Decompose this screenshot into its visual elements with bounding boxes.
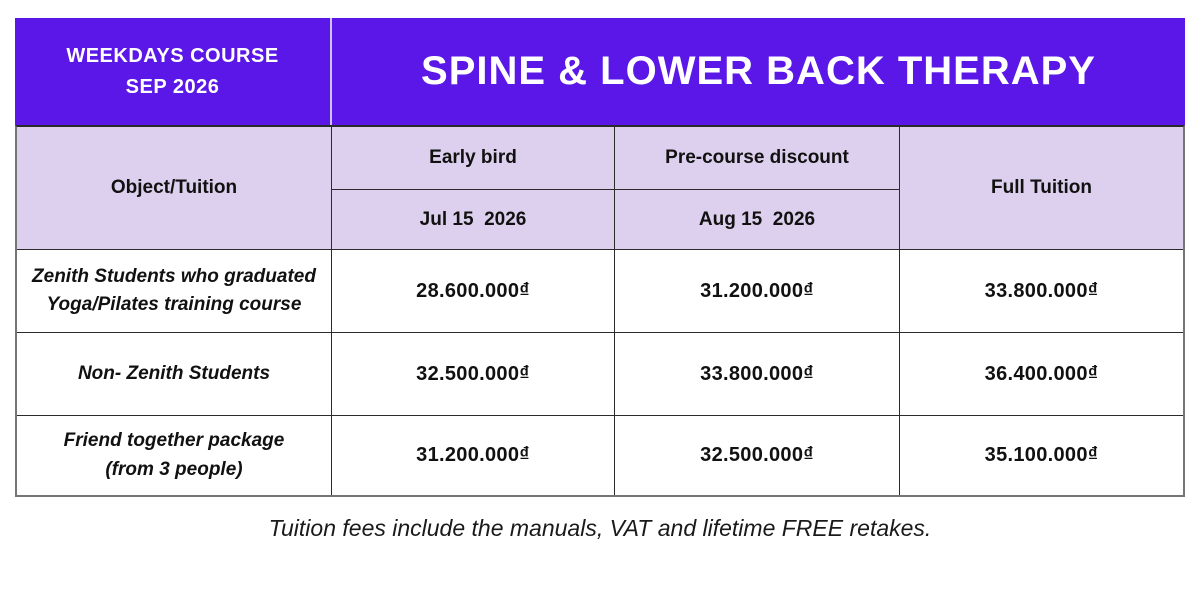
price-value: 32.500.000₫ — [700, 444, 814, 466]
course-label-line2: SEP 2026 — [125, 75, 220, 98]
row-label: Zenith Students who graduated Yoga/Pilat… — [32, 263, 316, 320]
row-label-line1: Zenith Students who graduated — [32, 265, 316, 287]
column-header-full-tuition: Full Tuition — [900, 127, 1183, 250]
friend-early-bird-price: 31.200.000₫ — [332, 416, 615, 495]
course-label: WEEKDAYS COURSE SEP 2026 — [15, 18, 332, 125]
non-zenith-full-tuition-price: 36.400.000₫ — [900, 333, 1183, 416]
row-label: Non- Zenith Students — [78, 360, 270, 389]
row-label: Friend together package (from 3 people) — [64, 427, 285, 484]
price-value: 31.200.000₫ — [700, 279, 814, 302]
zenith-pre-course-price: 31.200.000₫ — [615, 250, 900, 333]
price-value: 33.800.000₫ — [984, 279, 1099, 302]
early-bird-label: Early bird — [429, 147, 517, 168]
price-value: 36.400.000₫ — [984, 362, 1099, 385]
row-label-line2: (from 3 people) — [105, 458, 243, 480]
pricing-table: WEEKDAYS COURSE SEP 2026 SPINE & LOWER B… — [15, 18, 1185, 497]
price-value: 35.100.000₫ — [984, 444, 1099, 466]
zenith-full-tuition-price: 33.800.000₫ — [900, 250, 1183, 333]
column-header-pre-course-discount: Pre-course discount — [615, 127, 900, 190]
friend-full-tuition-price: 35.100.000₫ — [900, 416, 1183, 495]
page-title: SPINE & LOWER BACK THERAPY — [421, 49, 1096, 93]
banner-row: WEEKDAYS COURSE SEP 2026 SPINE & LOWER B… — [15, 18, 1185, 125]
course-label-line1: WEEKDAYS COURSE — [66, 44, 279, 67]
row-label-line2: Yoga/Pilates training course — [46, 294, 302, 315]
pre-course-discount-label: Pre-course discount — [665, 147, 849, 168]
non-zenith-pre-course-price: 33.800.000₫ — [615, 333, 900, 416]
zenith-early-bird-price: 28.600.000₫ — [332, 250, 615, 333]
column-header-object-tuition: Object/Tuition — [17, 127, 332, 250]
row-label-line1: Friend together package — [63, 430, 285, 451]
pre-course-deadline: Aug 15 2026 — [615, 190, 900, 250]
tuition-grid: Object/Tuition Early bird Pre-course dis… — [15, 125, 1185, 497]
table-row-non-zenith-label: Non- Zenith Students — [17, 333, 332, 416]
column-header-early-bird: Early bird — [332, 127, 615, 190]
price-value: 31.200.000₫ — [416, 444, 530, 466]
row-label-line1: Non- Zenith Students — [77, 362, 271, 384]
full-tuition-label: Full Tuition — [991, 177, 1092, 198]
table-row-zenith-students-label: Zenith Students who graduated Yoga/Pilat… — [17, 250, 332, 333]
price-value: 28.600.000₫ — [416, 279, 530, 302]
friend-pre-course-price: 32.500.000₫ — [615, 416, 900, 495]
early-bird-date: Jul 15 2026 — [419, 208, 527, 230]
non-zenith-early-bird-price: 32.500.000₫ — [332, 333, 615, 416]
footer-note: Tuition fees include the manuals, VAT an… — [268, 515, 932, 541]
table-row-friend-package-label: Friend together package (from 3 people) — [17, 416, 332, 495]
object-tuition-label: Object/Tuition — [110, 177, 238, 198]
price-value: 33.800.000₫ — [700, 362, 814, 385]
early-bird-deadline: Jul 15 2026 — [332, 190, 615, 250]
pre-course-date: Aug 15 2026 — [698, 208, 816, 230]
price-value: 32.500.000₫ — [416, 362, 530, 385]
